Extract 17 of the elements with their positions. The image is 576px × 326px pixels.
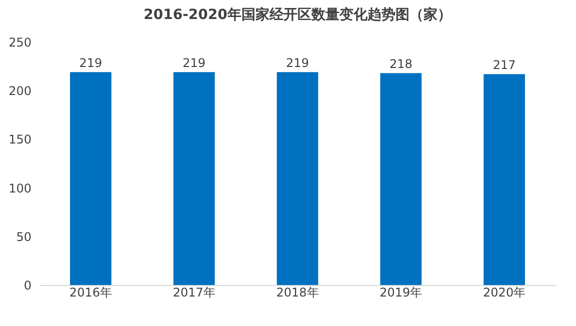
data-label: 219	[286, 56, 309, 70]
data-label: 219	[79, 56, 102, 70]
x-tick-label: 2020年	[483, 286, 526, 300]
y-tick-label: 200	[8, 84, 32, 98]
x-tick-label: 2019年	[380, 286, 422, 300]
data-label: 219	[182, 56, 206, 70]
chart-title: 2016-2020年国家经开区数量变化趋势图（家）	[144, 6, 452, 23]
y-tick-label: 100	[8, 181, 32, 196]
y-tick-label: 0	[24, 278, 32, 292]
data-label: 218	[389, 57, 412, 72]
y-tick-label: 250	[8, 36, 32, 50]
x-tick-label: 2017年	[172, 286, 216, 300]
x-tick-label: 2016年	[69, 286, 112, 300]
data-label: 217	[492, 58, 516, 72]
x-tick-label: 2018年	[276, 286, 319, 300]
y-tick-label: 50	[16, 230, 32, 244]
y-tick-label: 150	[8, 132, 32, 147]
